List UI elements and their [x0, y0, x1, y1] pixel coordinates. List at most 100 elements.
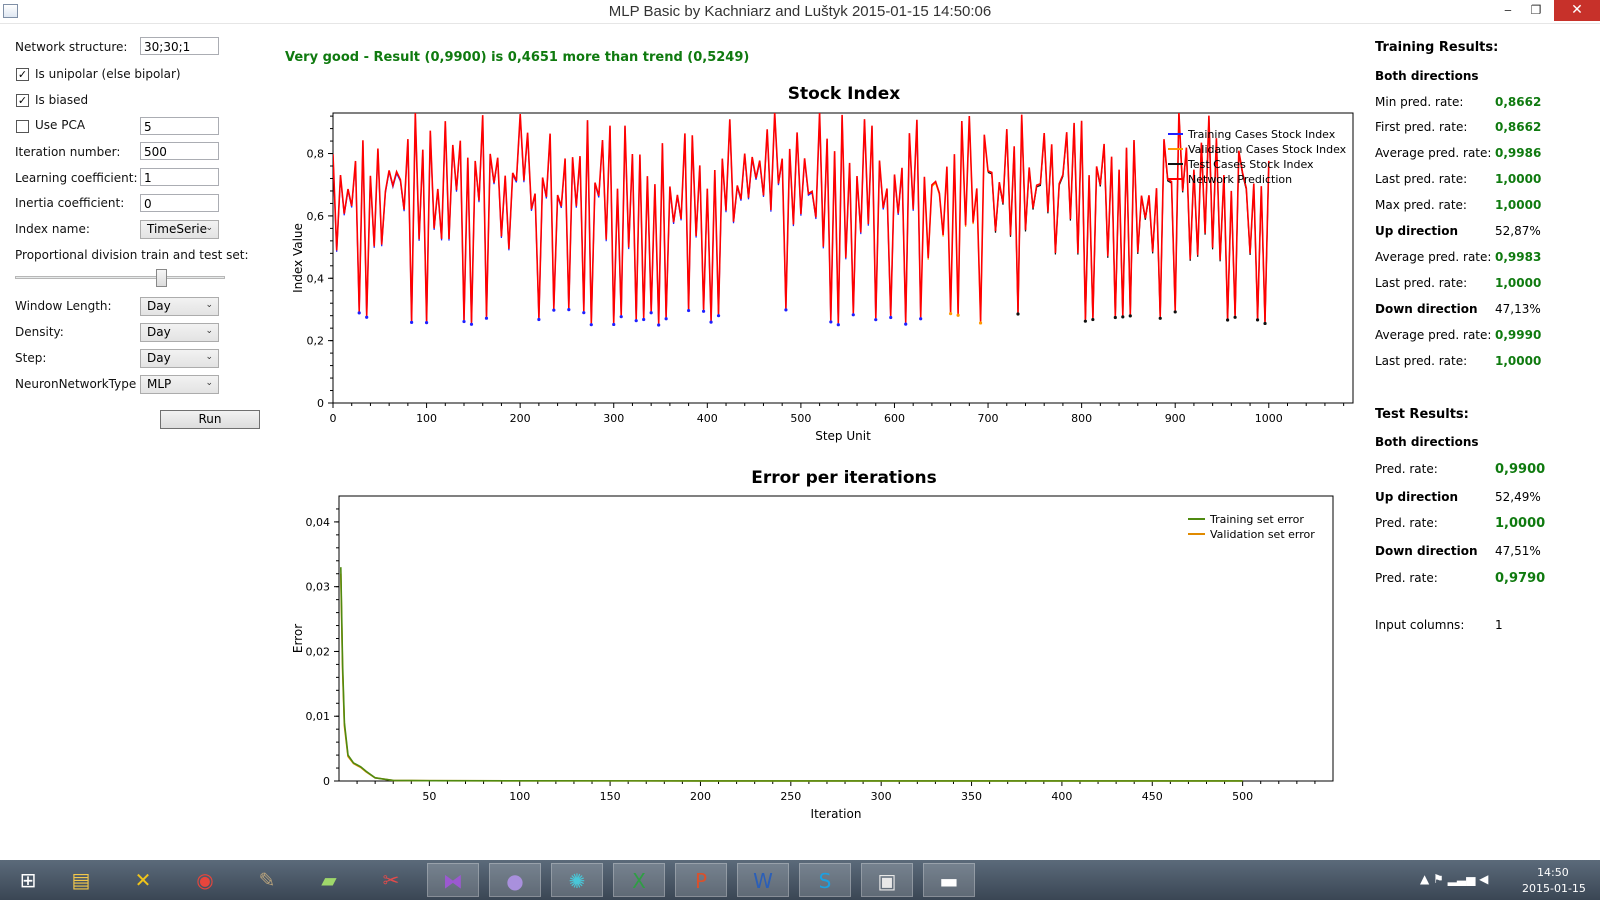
- series-point-3: [1121, 315, 1125, 319]
- test-down-pct: 47,51%: [1495, 544, 1541, 558]
- series-point-1: [410, 320, 414, 324]
- x-tick-label: 300: [603, 412, 624, 425]
- network-structure-input[interactable]: 30;30;1: [140, 37, 219, 55]
- gimp-icon[interactable]: ✎: [258, 868, 276, 892]
- window-length-select[interactable]: Day ⌄: [140, 297, 219, 316]
- test-down-pred-value: 0,9790: [1495, 571, 1546, 586]
- series-point-1: [784, 308, 788, 312]
- x-tick-label: 600: [884, 412, 905, 425]
- down-last-label: Last pred. rate:: [1375, 354, 1468, 368]
- x-tick-label: 700: [978, 412, 999, 425]
- last-pred-label: Last pred. rate:: [1375, 172, 1468, 186]
- density-select[interactable]: Day ⌄: [140, 323, 219, 342]
- biased-checkbox[interactable]: ✓: [16, 94, 29, 107]
- skype-icon[interactable]: S: [799, 863, 851, 897]
- series-point-1: [552, 308, 556, 312]
- inertia-input[interactable]: 0: [140, 194, 219, 212]
- use-pca-checkbox[interactable]: [16, 120, 29, 133]
- console-icon[interactable]: ▬: [923, 863, 975, 897]
- learning-input[interactable]: 1: [140, 168, 219, 186]
- inertia-label: Inertia coefficient:: [15, 196, 125, 210]
- unipolar-checkbox[interactable]: ✓: [16, 68, 29, 81]
- visual-studio-icon[interactable]: ⧓: [427, 863, 479, 897]
- app-icon[interactable]: ✺: [551, 863, 603, 897]
- series-point-1: [484, 316, 489, 320]
- series-point-3: [1083, 319, 1087, 323]
- maximize-button[interactable]: ❐: [1530, 3, 1542, 17]
- iteration-input[interactable]: 500: [140, 142, 219, 160]
- chevron-down-icon: ⌄: [205, 378, 213, 388]
- series-point-1: [589, 323, 593, 327]
- word-icon[interactable]: W: [737, 863, 789, 897]
- step-select[interactable]: Day ⌄: [140, 349, 219, 368]
- y-tick-label: 0,03: [306, 581, 331, 594]
- tool-icon[interactable]: ✕: [134, 868, 152, 892]
- series-point-1: [919, 317, 923, 321]
- nn-type-select[interactable]: MLP ⌄: [140, 375, 219, 394]
- series-point-1: [619, 315, 623, 319]
- series-point-1: [365, 315, 369, 319]
- plot-area: [338, 495, 1334, 782]
- file-explorer-icon[interactable]: ▤: [71, 868, 91, 892]
- proportion-slider-thumb[interactable]: [156, 269, 167, 287]
- series-point-1: [686, 308, 691, 313]
- chrome-icon[interactable]: ◉: [196, 868, 214, 892]
- clock-date: 2015-01-15: [1522, 882, 1586, 895]
- network-structure-label: Network structure:: [15, 40, 128, 54]
- avg-pred-label: Average pred. rate:: [1375, 146, 1492, 160]
- series-point-1: [642, 317, 646, 322]
- pca-input[interactable]: 5: [140, 117, 219, 135]
- run-button[interactable]: Run: [160, 410, 260, 429]
- up-avg-label: Average pred. rate:: [1375, 250, 1492, 264]
- legend-entry: Training set error: [1209, 513, 1304, 526]
- window-title: MLP Basic by Kachniarz and Luštyk 2015-0…: [608, 3, 992, 20]
- index-name-select[interactable]: TimeSerie ⌄: [140, 220, 219, 239]
- up-direction-pct: 52,87%: [1495, 224, 1541, 238]
- test-up-pred-value: 1,0000: [1495, 516, 1546, 531]
- window-length-label: Window Length:: [15, 299, 112, 313]
- chevron-down-icon: ⌄: [205, 326, 213, 336]
- index-name-label: Index name:: [15, 222, 90, 236]
- y-tick-label: 0,4: [307, 272, 325, 285]
- x-tick-label: 0: [330, 412, 337, 425]
- up-avg-value: 0,9983: [1495, 250, 1542, 264]
- folder-icon[interactable]: ▰: [321, 868, 337, 892]
- series-point-1: [462, 319, 466, 324]
- x-tick-label: 500: [790, 412, 811, 425]
- chevron-down-icon: ⌄: [205, 300, 213, 310]
- y-tick-label: 0,8: [307, 148, 325, 161]
- excel-icon[interactable]: X: [613, 863, 665, 897]
- x-tick-label: 200: [690, 790, 711, 803]
- close-button[interactable]: ✕: [1554, 0, 1600, 21]
- series-point-1: [836, 323, 840, 327]
- input-columns-label: Input columns:: [1375, 618, 1465, 632]
- legend-entry: Validation set error: [1210, 528, 1315, 541]
- x-tick-label: 450: [1142, 790, 1163, 803]
- series-point-1: [582, 311, 586, 315]
- series-point-3: [1226, 318, 1230, 322]
- series-point-3: [1233, 315, 1237, 319]
- x-tick-label: 400: [697, 412, 718, 425]
- series-point-1: [709, 320, 713, 324]
- nn-type-value: MLP: [147, 377, 172, 391]
- series-point-3: [1091, 317, 1095, 322]
- minimize-button[interactable]: ‒: [1504, 3, 1512, 17]
- y-tick-label: 0: [317, 397, 324, 410]
- biased-label: Is biased: [35, 93, 89, 107]
- series-point-1: [357, 311, 361, 315]
- min-pred-label: Min pred. rate:: [1375, 95, 1464, 109]
- github-icon[interactable]: ●: [489, 863, 541, 897]
- snipping-icon[interactable]: ✂: [382, 868, 400, 892]
- tray-icons[interactable]: ▲ ⚑ ▂▃▅ ◀: [1420, 872, 1489, 886]
- test-pred-value: 0,9900: [1495, 462, 1546, 477]
- window-app-icon[interactable]: ▣: [861, 863, 913, 897]
- x-axis-label: Step Unit: [815, 429, 871, 443]
- x-tick-label: 100: [509, 790, 530, 803]
- down-direction-label: Down direction: [1375, 302, 1478, 316]
- title-bar: MLP Basic by Kachniarz and Luštyk 2015-0…: [0, 0, 1600, 24]
- proportion-slider-track[interactable]: [15, 276, 225, 279]
- start-icon[interactable]: ⊞: [19, 868, 37, 892]
- y-tick-label: 0,01: [306, 710, 331, 723]
- powerpoint-icon[interactable]: P: [675, 863, 727, 897]
- y-axis-label: Index Value: [291, 223, 305, 293]
